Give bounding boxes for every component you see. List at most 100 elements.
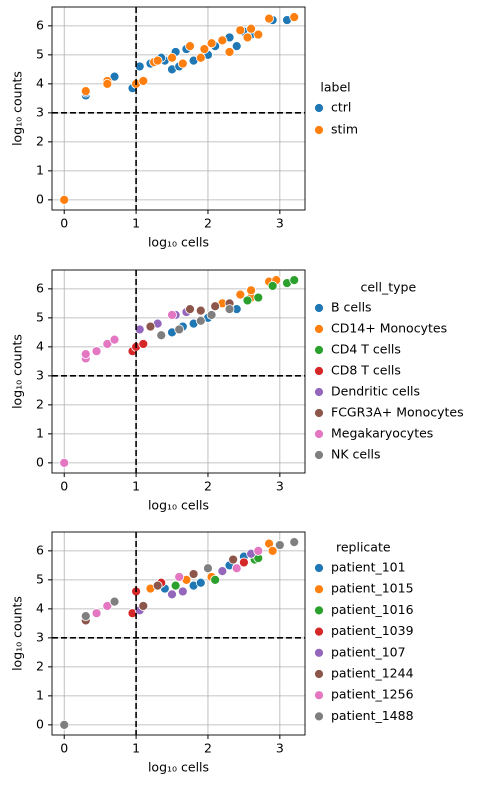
legend-label: CD8 T cells (331, 363, 401, 378)
y-tick-label: 1 (36, 425, 44, 440)
legend-marker (314, 605, 324, 616)
point (102, 339, 113, 349)
legend-marker (314, 563, 324, 573)
point (195, 315, 206, 326)
point (253, 545, 264, 556)
y-tick-label: 4 (36, 75, 44, 90)
point (217, 35, 228, 46)
legend-label: NK cells (331, 447, 381, 462)
y-tick-label: 6 (36, 280, 44, 295)
point (253, 29, 264, 40)
point (206, 310, 217, 320)
legend-marker (314, 450, 324, 460)
legend-marker (314, 669, 324, 679)
point (91, 608, 102, 619)
legend-label: B cells (331, 300, 372, 315)
point (195, 52, 206, 63)
legend-label: stim (331, 122, 358, 137)
legend-marker (314, 103, 324, 113)
legend-label: CD4 T cells (331, 342, 401, 357)
point (228, 554, 239, 565)
point (167, 589, 177, 600)
x-tick-label: 0 (60, 741, 68, 756)
y-axis-label: log₁₀ counts (10, 596, 25, 671)
point (109, 71, 120, 82)
legend-marker (314, 303, 324, 313)
y-tick-label: 0 (36, 716, 44, 731)
point (235, 25, 246, 36)
legend-marker (314, 711, 324, 722)
point (145, 321, 156, 332)
axes-frame (51, 6, 306, 211)
point (177, 58, 188, 69)
point (109, 334, 120, 345)
x-tick-label: 3 (276, 741, 284, 756)
point (210, 301, 221, 312)
y-tick-label: 6 (36, 17, 44, 32)
point (239, 557, 249, 568)
point (289, 12, 300, 23)
x-tick-label: 2 (204, 479, 212, 494)
point (289, 537, 300, 548)
legend-marker (314, 387, 324, 397)
y-tick-label: 2 (36, 658, 44, 673)
point (235, 289, 246, 300)
point (91, 346, 102, 357)
y-tick-label: 4 (36, 338, 44, 353)
y-tick-label: 5 (36, 309, 44, 324)
legend-label: patient_1015 (331, 581, 414, 596)
point (134, 324, 145, 335)
point (188, 569, 199, 579)
legend-label: Megakaryocytes (331, 426, 433, 441)
point (185, 304, 195, 315)
y-tick-label: 6 (36, 542, 44, 557)
legend-label: patient_1016 (331, 602, 414, 617)
y-tick-label: 1 (36, 687, 44, 702)
point (167, 52, 177, 63)
point (167, 310, 177, 320)
x-tick-label: 0 (60, 479, 68, 494)
legend-label: patient_107 (331, 644, 406, 659)
legend-label: ctrl (331, 100, 351, 115)
y-tick-label: 2 (36, 133, 44, 148)
y-tick-label: 1 (36, 162, 44, 177)
point (267, 281, 278, 291)
legend-marker (314, 408, 324, 418)
point (242, 295, 253, 306)
point (242, 32, 253, 43)
point (231, 41, 242, 52)
x-tick-label: 2 (204, 741, 212, 756)
point (253, 292, 264, 303)
legend-label: patient_1039 (331, 623, 414, 638)
y-tick-label: 3 (36, 629, 44, 644)
point (138, 601, 149, 611)
point (102, 78, 113, 89)
point (177, 586, 188, 597)
y-tick-label: 5 (36, 46, 44, 61)
point (80, 611, 91, 621)
y-tick-label: 0 (36, 454, 44, 469)
point (203, 563, 213, 574)
point (206, 38, 217, 49)
axes-frame (51, 531, 306, 736)
axes-frame (51, 269, 306, 474)
point (170, 580, 181, 591)
point (217, 566, 228, 577)
point (267, 545, 278, 556)
point (185, 41, 195, 52)
x-tick-label: 1 (132, 216, 140, 231)
point (246, 23, 256, 34)
y-axis-label: log₁₀ counts (10, 334, 25, 409)
x-tick-label: 3 (276, 479, 284, 494)
x-tick-label: 0 (60, 216, 68, 231)
legend-marker (314, 429, 324, 439)
x-tick-label: 3 (276, 216, 284, 231)
legend-marker (314, 690, 324, 701)
y-tick-label: 0 (36, 191, 44, 206)
point (195, 305, 206, 316)
point (109, 596, 120, 607)
point (156, 330, 167, 341)
point (152, 580, 163, 591)
point (195, 577, 206, 588)
